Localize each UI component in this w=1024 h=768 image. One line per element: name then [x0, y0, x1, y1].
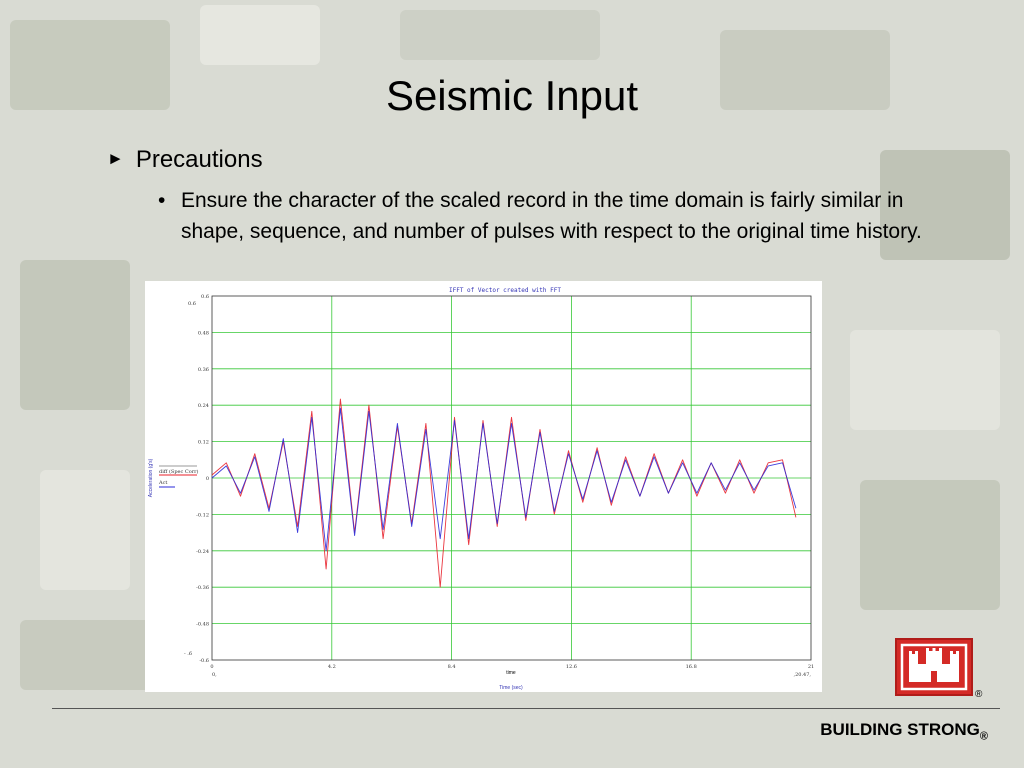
- bullet-precautions: ► Precautions: [107, 146, 263, 174]
- footer-building-strong: BUILDING STRONG®: [820, 720, 988, 742]
- x-start-label: 0,: [212, 672, 217, 678]
- x-tick-label: 21: [808, 664, 814, 670]
- x-inner-label: time: [506, 670, 516, 676]
- usace-castle-logo: [895, 638, 973, 696]
- y-tick-label: -0.24: [196, 549, 209, 555]
- slide-title: Seismic Input: [385, 72, 639, 119]
- y-tick-label: 0: [206, 476, 209, 482]
- x-tick-label: 4.2: [328, 664, 336, 670]
- series-line-1: [211, 407, 797, 552]
- chart-ticks: 0 4.2 8.4 12.6 16.8 210.60.480.360.240.120-0.…: [196, 294, 814, 670]
- dot-bullet-icon: •: [158, 189, 166, 212]
- bullet-ensure-character-text: Ensure the character of the scaled recor…: [181, 189, 922, 243]
- y-tick-label: 0.48: [198, 330, 209, 336]
- series-line-0: [211, 398, 797, 588]
- y-top-side-label: 0.6: [188, 301, 196, 307]
- x-tick-label: 12.6: [566, 664, 577, 670]
- y-tick-label: -0.36: [196, 585, 209, 591]
- y-axis-label: Acceleration (g's): [148, 458, 154, 497]
- x-axis-label: Time (sec): [499, 685, 523, 691]
- x-tick-label: 0: [210, 664, 213, 670]
- chart-series: [211, 398, 797, 588]
- chart-title: IFFT of Vector created with FFT: [449, 287, 561, 294]
- footer-text: BUILDING STRONG: [820, 720, 980, 739]
- y-tick-label: 0.24: [198, 403, 209, 409]
- y-tick-label: 0.12: [198, 440, 209, 446]
- castle-icon: [900, 643, 968, 691]
- x-tick-label: 16.8: [686, 664, 697, 670]
- chart-legend: diff (Spec Corr) Act: [158, 465, 198, 488]
- bullet-precautions-label: Precautions: [135, 146, 263, 173]
- y-tick-label: -0.48: [196, 622, 209, 628]
- y-tick-label: -0.6: [199, 658, 209, 664]
- legend-entry-1: Act: [158, 480, 167, 486]
- x-end-label: ,20.47,: [794, 672, 812, 678]
- y-tick-label: 0.6: [201, 294, 209, 300]
- y-tick-label: -0.12: [196, 512, 209, 518]
- triangle-bullet-icon: ►: [107, 149, 124, 168]
- seismic-chart: 0 4.2 8.4 12.6 16.8 21 0.6 0.48 0.36 0.24 0.12 0 -0.…: [145, 281, 822, 692]
- y-bottom-side-label: - .6: [184, 651, 192, 657]
- logo-registered-mark: ®: [975, 689, 983, 700]
- footer-registered-mark: ®: [979, 730, 988, 743]
- legend-entry-0: diff (Spec Corr): [159, 468, 198, 475]
- bullet-ensure-character: • Ensure the character of the scaled rec…: [158, 185, 968, 247]
- footer-divider: [52, 708, 1000, 709]
- chart-grid: [212, 296, 811, 660]
- x-tick-label: 8.4: [448, 664, 456, 670]
- y-tick-label: 0.36: [198, 367, 209, 373]
- chart-svg: 0 4.2 8.4 12.6 16.8 210.60.480.360.240.120-0.…: [148, 287, 814, 691]
